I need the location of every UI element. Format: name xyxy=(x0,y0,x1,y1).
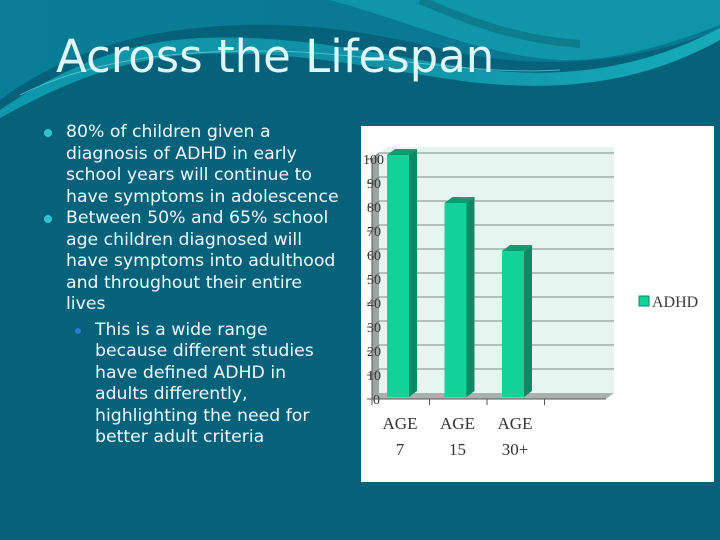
x-axis: AGE 7 AGE 15 AGE 30+ xyxy=(371,398,606,459)
y-tick-label: 70 xyxy=(367,225,381,240)
x-tick-label: AGE xyxy=(498,414,533,433)
slide-title: Across the Lifespan xyxy=(56,30,495,83)
y-tick-label: 100 xyxy=(363,153,384,168)
y-tick-label: 50 xyxy=(367,273,381,288)
bar xyxy=(387,155,409,397)
y-tick-label: 0 xyxy=(373,393,380,408)
plot-area xyxy=(379,147,614,393)
y-tick-label: 20 xyxy=(367,345,381,360)
bullet-text: Between 50% and 65% school age children … xyxy=(66,208,336,314)
legend-swatch-icon xyxy=(638,295,650,307)
sub-bullet-text: This is a wide range because different s… xyxy=(95,319,314,448)
sub-bullet-dot-icon xyxy=(75,327,81,334)
bars xyxy=(387,149,532,397)
x-tick-label: 30+ xyxy=(502,440,529,459)
legend-label: ADHD xyxy=(652,294,698,311)
bar xyxy=(444,203,467,397)
bullet-list: 80% of children given a diagnosis of ADH… xyxy=(44,122,344,449)
y-tick-label: 90 xyxy=(367,177,381,192)
chart-container: 0 10 20 30 40 50 60 70 80 90 100 AGE 7 AGE 15 AGE 30+ A… xyxy=(361,126,714,482)
bullet-item: Between 50% and 65% school age children … xyxy=(44,208,344,316)
bullet-dot-icon xyxy=(44,215,52,223)
x-tick-label: 15 xyxy=(449,440,466,459)
y-axis: 0 10 20 30 40 50 60 70 80 90 100 xyxy=(363,153,384,408)
bullet-dot-icon xyxy=(44,129,52,137)
bullet-item: 80% of children given a diagnosis of ADH… xyxy=(44,122,344,208)
y-tick-label: 80 xyxy=(367,201,381,216)
x-tick-label: AGE xyxy=(440,414,475,433)
x-tick-label: AGE xyxy=(383,414,418,433)
sub-bullet-item: This is a wide range because different s… xyxy=(44,320,344,449)
gridlines xyxy=(371,152,614,376)
bullet-text: 80% of children given a diagnosis of ADH… xyxy=(66,122,339,207)
bar xyxy=(502,251,524,397)
y-tick-label: 30 xyxy=(367,321,381,336)
plot-floor xyxy=(372,393,614,399)
y-tick-label: 10 xyxy=(367,369,381,384)
x-tick-label: 7 xyxy=(396,440,405,459)
y-tick-label: 40 xyxy=(367,297,381,312)
bar-chart: 0 10 20 30 40 50 60 70 80 90 100 AGE 7 AGE 15 AGE 30+ A… xyxy=(363,147,698,459)
y-tick-label: 60 xyxy=(367,249,381,264)
